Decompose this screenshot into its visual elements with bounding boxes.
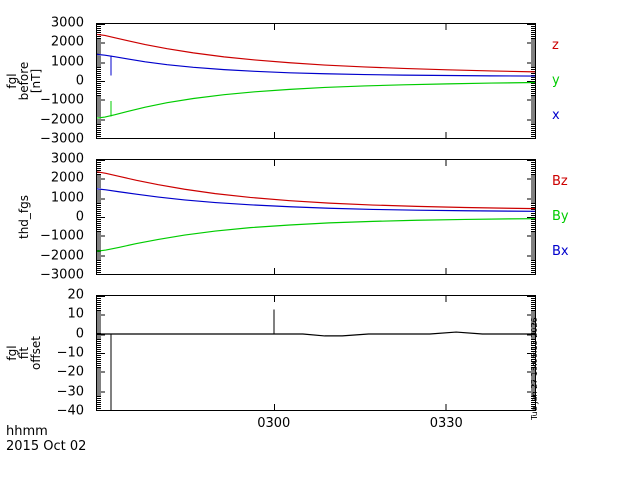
series-offset bbox=[97, 331, 535, 337]
ytick-label: −1000 bbox=[40, 228, 84, 244]
panel-2-ytick-labels: 3000 2000 1000 0 −1000 −2000 −3000 bbox=[0, 153, 88, 282]
panel-1-major-ticks bbox=[97, 24, 535, 138]
ytick-label: 10 bbox=[67, 306, 84, 322]
panel-fgl-before bbox=[96, 23, 536, 139]
panel-3-minor-ticks bbox=[97, 296, 535, 410]
legend-label-by: By bbox=[552, 209, 569, 224]
xtick-label: 0330 bbox=[429, 416, 463, 431]
series-z bbox=[97, 33, 535, 73]
xtick-label: 0300 bbox=[257, 416, 291, 431]
legend-label-y: y bbox=[552, 73, 560, 88]
series-by bbox=[97, 218, 535, 252]
series-x bbox=[97, 53, 535, 77]
axis-title-line: offset bbox=[29, 336, 43, 370]
panel-2-axis-title: thd_fgs bbox=[17, 182, 31, 252]
legend-label-bx: Bx bbox=[552, 243, 569, 259]
ytick-label: −30 bbox=[56, 384, 84, 400]
series-bx bbox=[97, 188, 535, 212]
x-axis-title: hhmm 2015 Oct 02 bbox=[6, 424, 86, 454]
ytick-label: 1000 bbox=[50, 54, 84, 70]
panel-1-ytick-labels: 3000 2000 1000 0 −1000 −2000 −3000 bbox=[0, 17, 88, 146]
panel-1-data-series bbox=[97, 33, 535, 119]
panel-2-minor-ticks bbox=[97, 160, 535, 274]
panel-3-canvas bbox=[97, 296, 535, 410]
series-y bbox=[97, 81, 535, 119]
panel-2-data-series bbox=[97, 171, 535, 252]
ytick-label: −3000 bbox=[40, 267, 84, 283]
legend-label-z: z bbox=[552, 38, 559, 54]
x-axis-name-hhmm: hhmm bbox=[6, 424, 48, 439]
legend-label-bz: Bz bbox=[552, 174, 568, 190]
axis-title-line: thd_fgs bbox=[17, 194, 31, 240]
legend-label-x: x bbox=[552, 107, 560, 123]
ytick-label: 3000 bbox=[50, 15, 84, 31]
panel-1-minor-ticks bbox=[97, 24, 535, 138]
ytick-label: 0 bbox=[75, 209, 84, 225]
ytick-label: 20 bbox=[67, 287, 84, 303]
ytick-label: −2000 bbox=[40, 248, 84, 264]
panel-thd-fgs bbox=[96, 159, 536, 275]
panel-1-canvas bbox=[97, 24, 535, 138]
ytick-label: 3000 bbox=[50, 151, 84, 167]
render-timestamp: Tue Jan 27 16:06:13 2026 bbox=[530, 317, 539, 420]
ytick-label: −2000 bbox=[40, 112, 84, 128]
panel-2-canvas bbox=[97, 160, 535, 274]
panel-3-ytick-labels: 20 10 0 −10 −20 −30 −40 bbox=[0, 289, 88, 418]
ytick-label: 1000 bbox=[50, 190, 84, 206]
ytick-label: 2000 bbox=[50, 34, 84, 50]
series-bz bbox=[97, 171, 535, 210]
ytick-label: −40 bbox=[56, 403, 84, 419]
ytick-label: 0 bbox=[75, 326, 84, 342]
ytick-label: −1000 bbox=[40, 92, 84, 108]
ytick-label: 0 bbox=[75, 73, 84, 89]
panel-3-axis-title: fgl fit offset bbox=[5, 318, 43, 388]
ytick-label: −3000 bbox=[40, 131, 84, 147]
ytick-label: −10 bbox=[56, 345, 84, 361]
panel-2-major-ticks bbox=[97, 160, 535, 274]
ytick-label: −20 bbox=[56, 364, 84, 380]
panel-1-axis-title: fgl before [nT] bbox=[5, 46, 43, 116]
x-axis-name-date: 2015 Oct 02 bbox=[6, 439, 87, 454]
panel-fgl-fit-offset bbox=[96, 295, 536, 411]
ytick-label: 2000 bbox=[50, 170, 84, 186]
axis-title-line: [nT] bbox=[29, 68, 43, 94]
panel-3-data-series bbox=[97, 309, 535, 410]
panel-3-major-ticks bbox=[97, 296, 535, 410]
